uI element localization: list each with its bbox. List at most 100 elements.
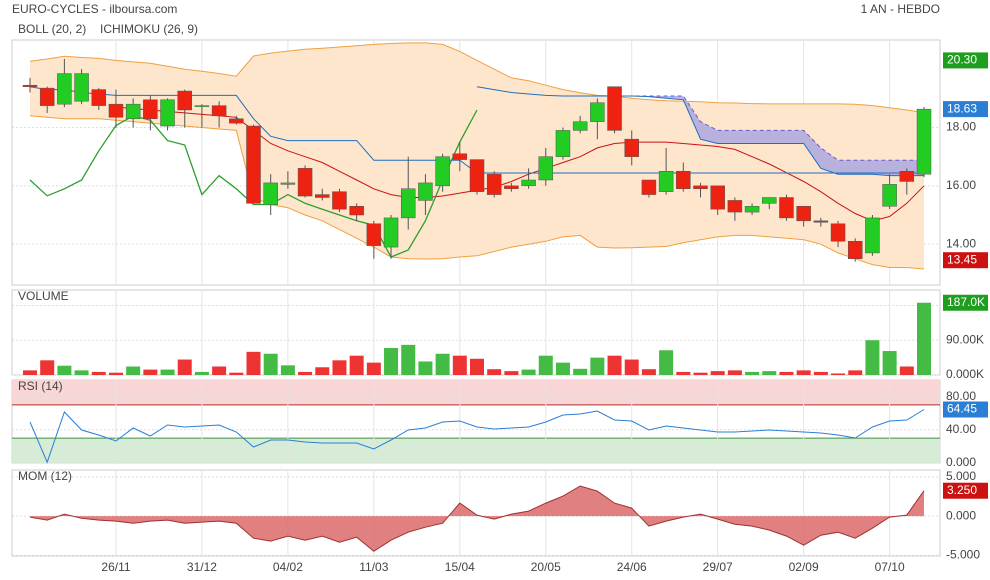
candle-body xyxy=(847,241,863,259)
candle-body xyxy=(91,89,107,106)
y-tick-label: 0.000K xyxy=(946,367,984,381)
value-badge-label: 20.30 xyxy=(947,53,977,67)
candle-body xyxy=(452,153,468,160)
volume-bar xyxy=(590,357,605,375)
candle-body xyxy=(693,185,708,189)
candle-body xyxy=(899,171,915,182)
volume-bar xyxy=(659,350,674,375)
candle-body xyxy=(658,171,674,192)
bollinger-lower xyxy=(29,115,925,270)
value-badge-label: 64.45 xyxy=(947,402,977,416)
x-tick-label: 29/07 xyxy=(703,560,733,574)
candle-body xyxy=(916,108,932,175)
candle-body xyxy=(555,130,571,157)
ichimoku-span-b xyxy=(476,86,924,177)
x-tick-label: 11/03 xyxy=(359,560,388,574)
candle-body xyxy=(177,90,192,111)
value-badge-label: 13.45 xyxy=(947,252,977,266)
candle-body xyxy=(779,197,794,219)
candle-body xyxy=(194,105,210,107)
volume-bar xyxy=(882,351,897,375)
volume-bar xyxy=(745,371,760,375)
candle-body xyxy=(229,118,244,124)
overbought-zone xyxy=(12,380,940,405)
candle-body xyxy=(74,73,89,102)
x-tick-label: 02/09 xyxy=(789,560,819,574)
value-badge-label: 18.63 xyxy=(947,101,977,115)
candle-body xyxy=(727,200,743,213)
bollinger-fill xyxy=(30,42,924,270)
candle-body xyxy=(486,173,502,195)
candle-body xyxy=(125,103,141,119)
y-tick-label: 18.00 xyxy=(946,120,976,134)
candle-body xyxy=(211,105,227,117)
x-tick-label: 24/06 xyxy=(617,560,647,574)
rsi-line xyxy=(29,409,925,464)
volume-bar xyxy=(813,371,828,375)
x-tick-label: 26/11 xyxy=(101,560,130,574)
momentum-area xyxy=(30,486,924,552)
volume-bar xyxy=(435,353,450,375)
volume-bar xyxy=(521,369,536,375)
candle-body xyxy=(22,84,38,87)
candle-body xyxy=(676,171,691,189)
candle-body xyxy=(504,185,519,189)
volume-bar xyxy=(384,347,399,375)
panel-title: VOLUME xyxy=(18,289,69,303)
value-badge-label: 3.250 xyxy=(947,483,977,497)
candle-body xyxy=(366,223,382,246)
value-badge xyxy=(943,482,988,499)
candle-body xyxy=(383,217,399,248)
volume-bar xyxy=(418,361,433,375)
x-tick-label: 07/10 xyxy=(875,560,905,574)
candle-body xyxy=(830,223,846,242)
volume-bar xyxy=(315,367,330,375)
candle-body xyxy=(349,206,364,216)
volume-bar xyxy=(624,359,639,375)
x-tick-label: 20/05 xyxy=(531,560,561,574)
candle-body xyxy=(57,73,72,105)
volume-bar xyxy=(762,371,777,375)
volume-bar xyxy=(727,370,742,375)
volume-bar xyxy=(212,366,227,375)
candle-body xyxy=(590,102,605,122)
panel-title: MOM (12) xyxy=(18,469,72,483)
panel-title: RSI (14) xyxy=(18,379,63,393)
candle-body xyxy=(607,86,622,131)
volume-bar xyxy=(676,371,691,375)
candle-body xyxy=(418,182,433,201)
candle-body xyxy=(882,184,897,207)
volume-bar xyxy=(126,366,141,375)
volume-bar xyxy=(91,371,106,375)
ichimoku-legend: ICHIMOKU (26, 9) xyxy=(100,22,198,36)
candle-body xyxy=(39,87,55,106)
volume-bar xyxy=(848,370,863,375)
panel-frame xyxy=(11,469,941,557)
candle-body xyxy=(796,206,811,222)
volume-bar xyxy=(401,344,416,375)
candle-body xyxy=(865,217,880,254)
candle-body xyxy=(572,121,588,131)
x-tick-label: 31/12 xyxy=(187,560,217,574)
candle-body xyxy=(521,179,536,187)
volume-bar xyxy=(57,365,72,375)
volume-bar xyxy=(573,368,588,375)
value-badge-label: 187.0K xyxy=(947,295,985,309)
volume-bar xyxy=(349,355,364,375)
volume-bar xyxy=(487,369,502,375)
volume-bar xyxy=(917,302,931,375)
candle-body xyxy=(263,182,278,206)
value-badge xyxy=(943,401,988,418)
candle-body xyxy=(538,156,554,181)
volume-bar xyxy=(194,371,209,375)
y-tick-label: 90.00K xyxy=(946,332,984,346)
candle-body xyxy=(143,99,158,119)
y-tick-label: 40.00 xyxy=(946,422,976,436)
ichimoku-cloud xyxy=(614,96,924,176)
y-tick-label: 80.00 xyxy=(946,389,976,403)
volume-bar xyxy=(831,373,846,375)
candle-body xyxy=(332,191,347,210)
volume-bar xyxy=(641,369,656,375)
ichimoku-tenkan xyxy=(29,109,478,258)
